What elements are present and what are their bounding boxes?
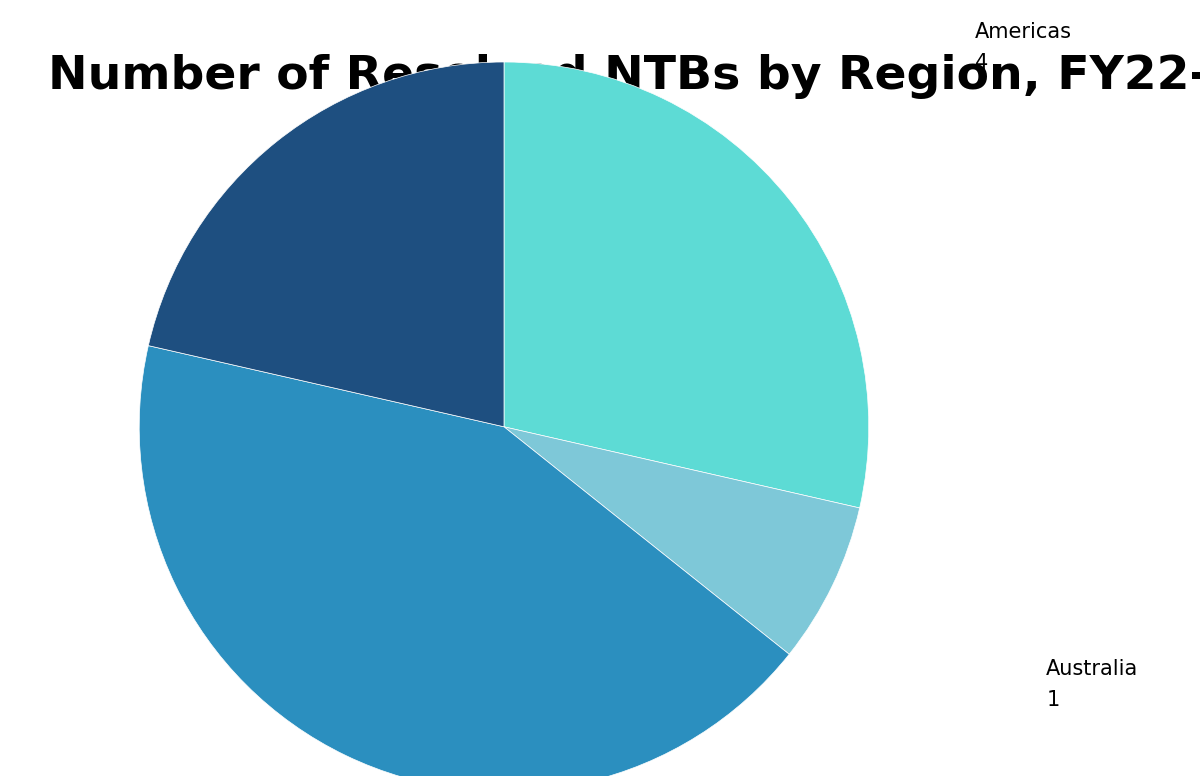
Text: Number of Resolved NTBs by Region, FY22-23: Number of Resolved NTBs by Region, FY22-… [48, 54, 1200, 99]
Text: Australia: Australia [1046, 659, 1139, 678]
Wedge shape [139, 345, 790, 776]
Wedge shape [504, 427, 859, 654]
Wedge shape [149, 62, 504, 427]
Wedge shape [504, 62, 869, 508]
Text: 1: 1 [1046, 690, 1060, 709]
Text: Americas: Americas [974, 22, 1072, 42]
Text: 4: 4 [974, 53, 988, 73]
